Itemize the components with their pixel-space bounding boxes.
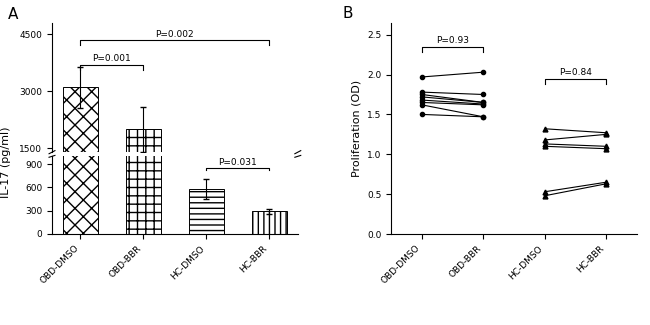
Text: P=0.031: P=0.031 <box>218 158 257 167</box>
Text: A: A <box>8 7 18 22</box>
Bar <box>252 212 287 234</box>
Text: P=0.001: P=0.001 <box>92 55 131 63</box>
Text: P=0.84: P=0.84 <box>559 68 592 77</box>
Text: P=0.93: P=0.93 <box>436 36 469 45</box>
Bar <box>252 194 287 205</box>
Bar <box>63 0 98 234</box>
Bar <box>189 189 224 234</box>
Text: B: B <box>342 6 352 21</box>
Bar <box>126 79 161 234</box>
Text: P=0.002: P=0.002 <box>155 30 194 39</box>
Text: IL-17 (pg/ml): IL-17 (pg/ml) <box>1 127 12 198</box>
Y-axis label: Proliferation (OD): Proliferation (OD) <box>352 80 361 177</box>
Bar <box>126 129 161 205</box>
Bar <box>189 183 224 205</box>
Bar <box>63 87 98 205</box>
